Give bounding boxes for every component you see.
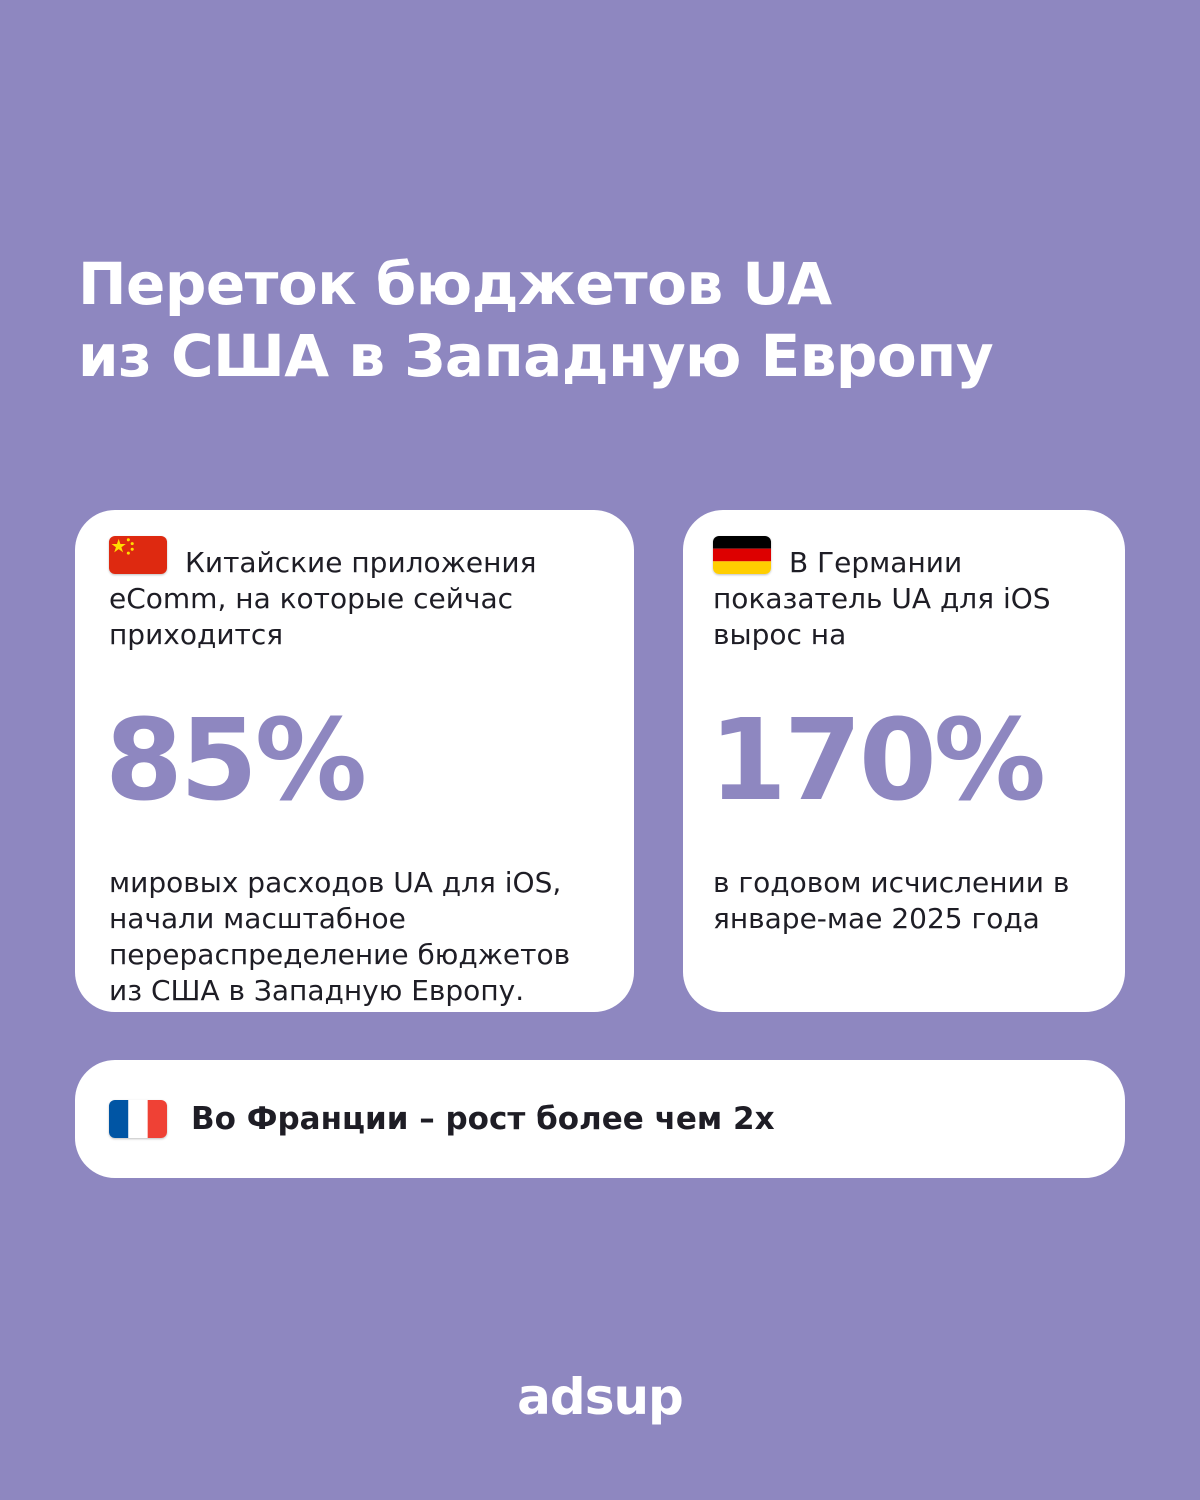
- france-flag-icon: [109, 1100, 167, 1138]
- china-description: мировых расходов UA для iOS, начали масш…: [109, 866, 571, 1007]
- title-line-1: Переток бюджетов UA: [78, 250, 832, 318]
- title-line-2: из США в Западную Европу: [78, 322, 994, 390]
- china-stat-card: Китайские приложения eComm, на которые с…: [75, 510, 634, 1012]
- france-text: Во Франции – рост более чем 2х: [191, 1101, 775, 1137]
- page-title: Переток бюджетов UA из США в Западную Ев…: [78, 248, 1158, 392]
- germany-description: в годовом исчислении в январе-мае 2025 г…: [713, 866, 1070, 935]
- china-stat-value: 85%: [105, 696, 367, 826]
- china-flag-icon: [109, 536, 167, 574]
- adsup-logo: adsup: [517, 1368, 684, 1426]
- germany-flag-icon: [713, 536, 771, 574]
- germany-intro: В Германии показатель UA для iOS вырос н…: [713, 536, 1097, 653]
- germany-stat-card: В Германии показатель UA для iOS вырос н…: [683, 510, 1125, 1012]
- china-intro: Китайские приложения eComm, на которые с…: [109, 536, 602, 653]
- china-intro-text: Китайские приложения eComm, на которые с…: [109, 546, 537, 651]
- france-stat-card: Во Франции – рост более чем 2х: [75, 1060, 1125, 1178]
- germany-intro-text: В Германии показатель UA для iOS вырос н…: [713, 546, 1051, 651]
- germany-stat-value: 170%: [709, 696, 1046, 826]
